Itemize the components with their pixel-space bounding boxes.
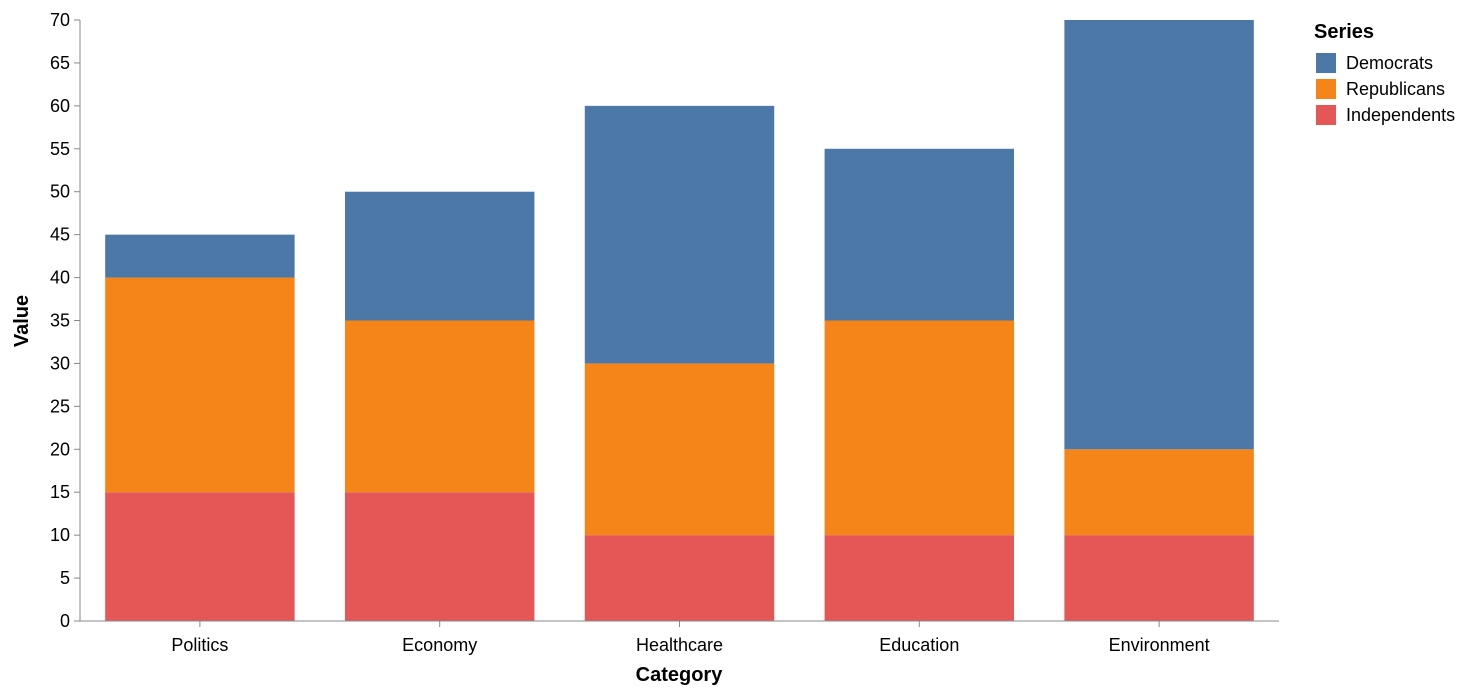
x-tick-label-politics: Politics bbox=[171, 635, 228, 655]
legend-label-republicans: Republicans bbox=[1346, 79, 1445, 99]
y-tick-label: 15 bbox=[50, 482, 70, 502]
bar-environment-democrats bbox=[1064, 20, 1254, 450]
legend-title: Series bbox=[1314, 21, 1374, 43]
legend-items: Democrats Republicans Independents bbox=[1316, 53, 1455, 125]
x-tick-label-environment: Environment bbox=[1109, 635, 1210, 655]
legend-label-democrats: Democrats bbox=[1346, 53, 1433, 73]
bar-healthcare-republicans bbox=[584, 363, 775, 536]
bar-environment-independents bbox=[1064, 535, 1254, 621]
y-tick-label: 55 bbox=[50, 139, 70, 159]
bar-politics-democrats bbox=[105, 234, 295, 278]
y-tick-label: 50 bbox=[50, 182, 70, 202]
y-tick-label: 30 bbox=[50, 353, 70, 373]
y-axis-title: Value bbox=[11, 295, 33, 347]
bar-politics-independents bbox=[105, 492, 295, 621]
y-tick-label: 10 bbox=[50, 525, 70, 545]
x-tick-label-education: Education bbox=[879, 635, 959, 655]
y-tick-label: 70 bbox=[50, 10, 70, 30]
x-axis-title: Category bbox=[636, 664, 724, 686]
bar-education-republicans bbox=[824, 320, 1015, 536]
bar-economy-independents bbox=[344, 492, 535, 621]
bar-economy-republicans bbox=[344, 320, 535, 493]
x-tick-label-healthcare: Healthcare bbox=[636, 635, 723, 655]
y-tick-label: 45 bbox=[50, 225, 70, 245]
y-tick-label: 0 bbox=[60, 611, 70, 631]
bar-politics-republicans bbox=[105, 277, 295, 493]
legend-swatch-democrats bbox=[1316, 53, 1336, 73]
y-tick-label: 65 bbox=[50, 53, 70, 73]
bar-healthcare-independents bbox=[584, 535, 775, 621]
y-tick-label: 60 bbox=[50, 96, 70, 116]
x-axis: Politics Economy Healthcare Education Enviro… bbox=[80, 620, 1279, 655]
legend: Series Democrats Republicans Independents bbox=[1314, 21, 1455, 125]
bar-education-independents bbox=[824, 535, 1015, 621]
x-tick-label-economy: Economy bbox=[402, 635, 477, 655]
legend-swatch-independents bbox=[1316, 105, 1336, 125]
y-tick-label: 5 bbox=[60, 568, 70, 588]
bar-healthcare-democrats bbox=[584, 105, 775, 364]
y-axis: 0 5 10 15 20 25 30 35 40 45 50 55 60 65 70 bbox=[50, 10, 81, 631]
y-tick-label: 20 bbox=[50, 439, 70, 459]
bar-economy-democrats bbox=[344, 191, 535, 321]
bar-environment-republicans bbox=[1064, 449, 1254, 536]
bar-education-democrats bbox=[824, 148, 1015, 321]
y-tick-label: 40 bbox=[50, 268, 70, 288]
legend-swatch-republicans bbox=[1316, 79, 1336, 99]
legend-label-independents: Independents bbox=[1346, 105, 1455, 125]
bars-layer bbox=[105, 20, 1254, 621]
y-tick-label: 35 bbox=[50, 311, 70, 331]
y-tick-label: 25 bbox=[50, 396, 70, 416]
